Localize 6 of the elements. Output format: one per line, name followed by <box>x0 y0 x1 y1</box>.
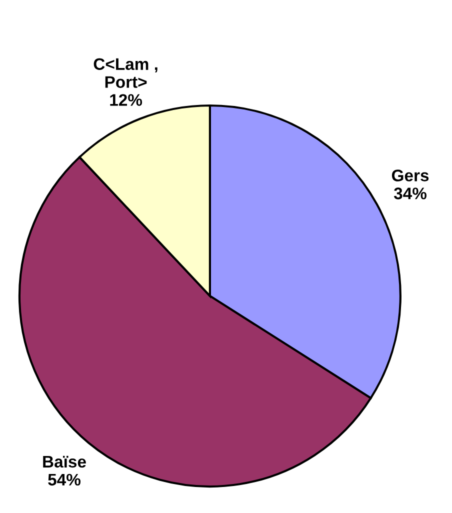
data-label: 54% <box>48 474 80 486</box>
slice-label: Gers <box>392 170 429 182</box>
slice-label: C<Lam , Port> <box>94 58 158 88</box>
data-label: 34% <box>394 188 427 200</box>
slice-label: Baïse <box>43 456 86 468</box>
data-label: 12% <box>110 94 142 106</box>
